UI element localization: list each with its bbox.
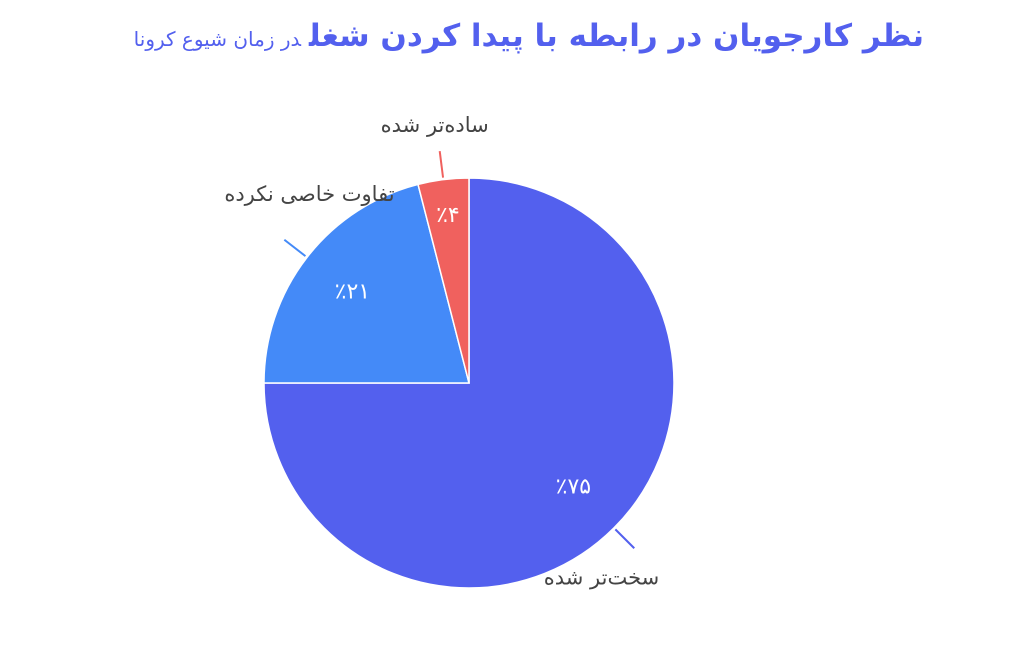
value-label: ٪۷۵ (556, 474, 591, 499)
header: نظر کارجویان در رابطه با پیدا کردن شغل در… (134, 18, 924, 54)
leader-line (438, 151, 445, 178)
chart-subtitle: در زمان شیوع کرونا (133, 27, 301, 51)
pie-slice (417, 177, 470, 384)
category-label: سخت‌تر شده (544, 565, 660, 589)
value-label: ٪۲۱ (335, 280, 370, 305)
pie-slice (263, 183, 470, 384)
leader-line (283, 238, 307, 257)
leader-line (614, 528, 635, 549)
category-label: تفاوت خاصی نکرده (224, 182, 394, 206)
category-label: ساده‌تر شده (381, 113, 489, 137)
value-label: ٪۴ (436, 203, 460, 228)
chart-title: نظر کارجویان در رابطه با پیدا کردن شغل (309, 18, 924, 54)
